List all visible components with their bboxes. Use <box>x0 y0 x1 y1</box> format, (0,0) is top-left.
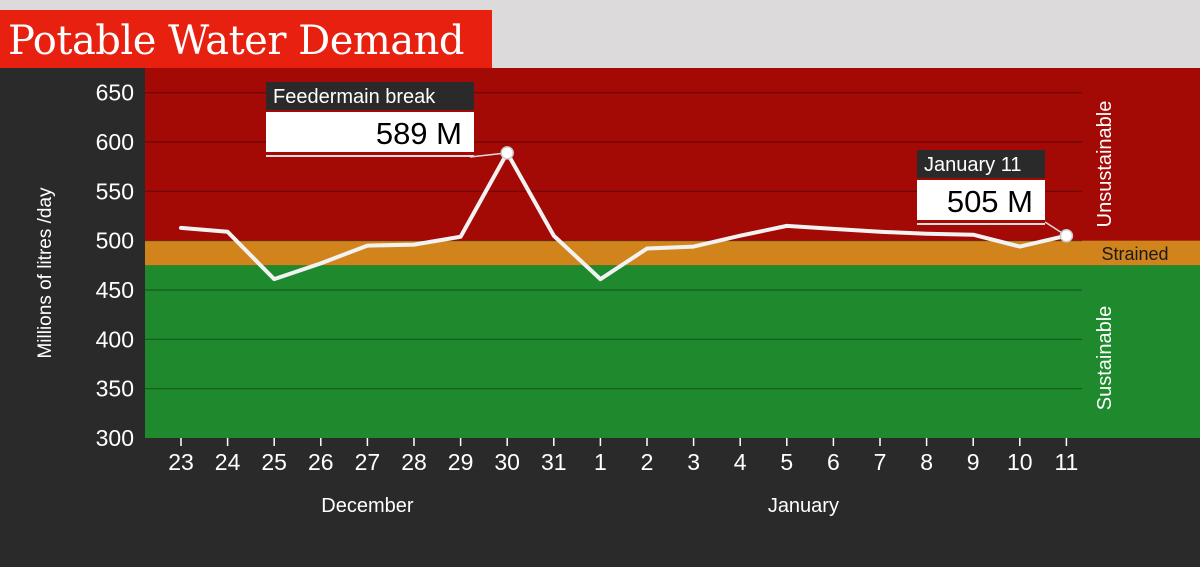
y-tick-label: 500 <box>96 228 134 254</box>
data-point-marker <box>1059 228 1074 243</box>
callout-value-box <box>917 180 1045 220</box>
y-tick-label: 650 <box>96 80 134 106</box>
data-point-marker <box>500 146 514 160</box>
title-banner: Potable Water Demand <box>0 10 492 68</box>
y-tick-label: 300 <box>96 425 134 451</box>
month-label-december: December <box>321 495 414 517</box>
x-tick-label: 30 <box>494 449 520 475</box>
y-tick-label: 350 <box>96 376 134 402</box>
month-label-january: January <box>768 495 839 517</box>
x-tick-label: 27 <box>355 449 381 475</box>
x-tick-label: 11 <box>1054 449 1078 475</box>
chart-title: Potable Water Demand <box>8 18 465 64</box>
x-tick-label: 28 <box>401 449 427 475</box>
y-tick-label: 400 <box>96 326 134 352</box>
x-tick-label: 25 <box>261 449 287 475</box>
y-tick-label: 550 <box>96 178 134 204</box>
zone-label-unsustainable: Unsustainable <box>1094 101 1116 228</box>
zone-band-sustainable <box>145 265 1200 438</box>
x-tick-label: 3 <box>687 449 700 475</box>
callout-header-text: January 11 <box>924 154 1021 176</box>
x-tick-label: 31 <box>541 449 567 475</box>
x-tick-label: 6 <box>827 449 840 475</box>
x-tick-label: 1 <box>594 449 607 475</box>
x-tick-label: 2 <box>641 449 654 475</box>
x-tick-label: 29 <box>448 449 474 475</box>
x-tick-label: 10 <box>1007 449 1033 475</box>
callout-header-text: Feedermain break <box>273 86 436 108</box>
x-tick-label: 24 <box>215 449 241 475</box>
x-tick-label: 7 <box>874 449 887 475</box>
x-tick-label: 26 <box>308 449 334 475</box>
zone-label-sustainable: Sustainable <box>1094 306 1116 411</box>
callout-value-text: 589 M <box>376 116 462 151</box>
y-axis-label: Millions of litres /day <box>35 187 56 359</box>
x-tick-label: 8 <box>920 449 933 475</box>
y-tick-label: 450 <box>96 277 134 303</box>
x-tick-label: 5 <box>780 449 793 475</box>
y-tick-label: 600 <box>96 129 134 155</box>
x-tick-label: 9 <box>967 449 980 475</box>
callout-value-text: 505 M <box>947 184 1033 219</box>
callout-value-box <box>266 112 474 152</box>
series-line <box>179 150 1069 282</box>
zone-label-strained: Strained <box>1101 244 1168 264</box>
x-tick-label: 23 <box>168 449 194 475</box>
callout-header-box <box>917 150 1045 178</box>
zone-band-strained <box>145 240 1200 266</box>
x-tick-label: 4 <box>734 449 747 475</box>
callout-header-box <box>266 82 474 110</box>
